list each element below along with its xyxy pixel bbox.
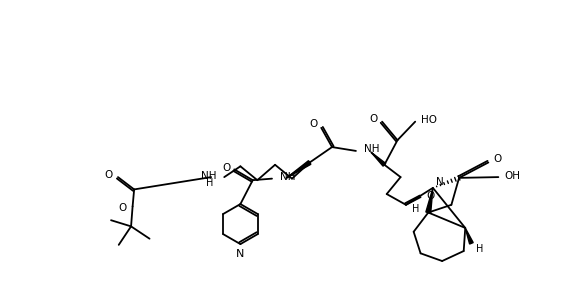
Text: H: H bbox=[206, 178, 213, 188]
Text: NH: NH bbox=[280, 172, 295, 182]
Text: H: H bbox=[476, 244, 484, 254]
Text: O: O bbox=[118, 203, 126, 213]
Polygon shape bbox=[287, 161, 311, 178]
Text: H: H bbox=[412, 205, 419, 214]
Text: O: O bbox=[369, 114, 377, 124]
Text: O: O bbox=[309, 119, 318, 129]
Text: O: O bbox=[494, 154, 502, 164]
Text: HO: HO bbox=[420, 115, 436, 125]
Text: O: O bbox=[104, 170, 113, 180]
Polygon shape bbox=[426, 188, 433, 213]
Text: NH: NH bbox=[201, 171, 217, 180]
Text: NH: NH bbox=[364, 144, 380, 154]
Text: N: N bbox=[236, 249, 245, 259]
Polygon shape bbox=[465, 228, 473, 244]
Text: O: O bbox=[222, 163, 230, 173]
Text: O: O bbox=[426, 191, 434, 201]
Text: OH: OH bbox=[505, 171, 521, 181]
Text: N: N bbox=[436, 177, 444, 187]
Polygon shape bbox=[372, 152, 386, 166]
